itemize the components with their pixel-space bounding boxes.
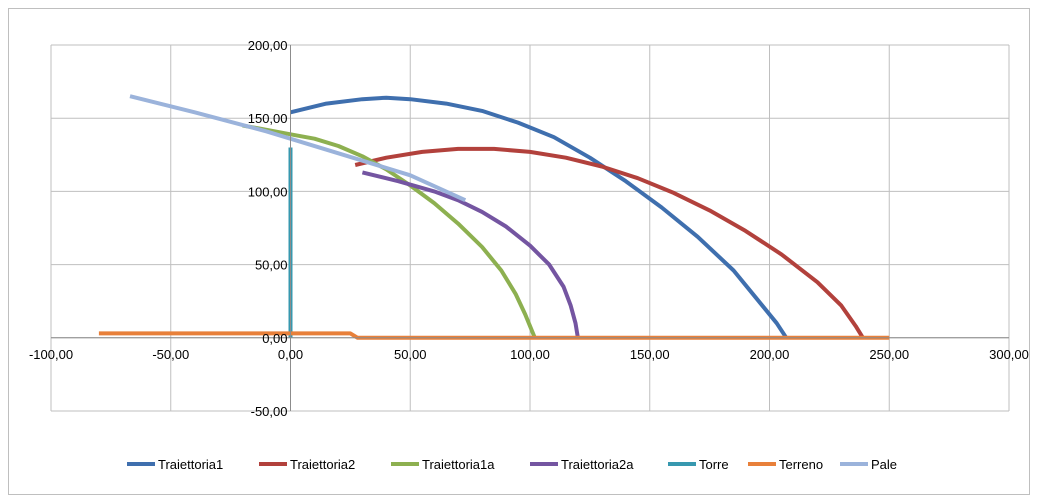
series-line-traiettoria2a xyxy=(361,170,580,339)
legend-label: Traiettoria2 xyxy=(290,457,355,472)
x-tick-label: -100,00 xyxy=(29,347,73,362)
axes xyxy=(51,45,1009,411)
y-tick-label: -50,00 xyxy=(251,404,288,419)
legend-item-traiettoria2: Traiettoria2 xyxy=(259,457,355,472)
series-line-terreno xyxy=(98,331,890,340)
legend-label: Traiettoria1a xyxy=(422,457,495,472)
legend-label: Terreno xyxy=(779,457,823,472)
series-line-traiettoria1 xyxy=(290,95,788,339)
x-tick-label: 150,00 xyxy=(630,347,670,362)
legend-item-pale: Pale xyxy=(840,457,897,472)
legend-label: Pale xyxy=(871,457,897,472)
legend-label: Traiettoria1 xyxy=(158,457,223,472)
legend-item-traiettoria2a: Traiettoria2a xyxy=(530,457,634,472)
legend-item-traiettoria1: Traiettoria1 xyxy=(127,457,223,472)
y-tick-label: 0,00 xyxy=(262,331,287,346)
tick-labels: -100,00 -50,00 0,00 50,00 100,00 150,00 200,00… xyxy=(29,38,1029,419)
x-tick-label: 50,00 xyxy=(394,347,427,362)
legend: Traiettoria1 Traiettoria2 Traiettoria1a Tra… xyxy=(127,457,897,472)
x-tick-label: 100,00 xyxy=(510,347,550,362)
series-line-pale xyxy=(129,94,467,203)
chart-frame: -100,00 -50,00 0,00 50,00 100,00 150,00 200,00… xyxy=(8,8,1030,495)
y-tick-label: 150,00 xyxy=(248,111,288,126)
y-tick-label: 200,00 xyxy=(248,38,288,53)
legend-item-torre: Torre xyxy=(668,457,729,472)
legend-label: Traiettoria2a xyxy=(561,457,634,472)
y-tick-label: 50,00 xyxy=(255,258,288,273)
y-tick-label: 100,00 xyxy=(248,184,288,199)
legend-label: Torre xyxy=(699,457,729,472)
series-lines xyxy=(98,94,890,340)
series-line-traiettoria1a xyxy=(242,123,537,339)
series-line-traiettoria2 xyxy=(354,146,865,339)
x-tick-label: -50,00 xyxy=(152,347,189,362)
line-chart: -100,00 -50,00 0,00 50,00 100,00 150,00 200,00… xyxy=(29,38,1029,472)
x-tick-label: 250,00 xyxy=(869,347,909,362)
x-tick-label: 300,00 xyxy=(989,347,1029,362)
legend-item-terreno: Terreno xyxy=(748,457,823,472)
x-tick-label: 200,00 xyxy=(750,347,790,362)
x-tick-label: 0,00 xyxy=(278,347,303,362)
legend-item-traiettoria1a: Traiettoria1a xyxy=(391,457,495,472)
